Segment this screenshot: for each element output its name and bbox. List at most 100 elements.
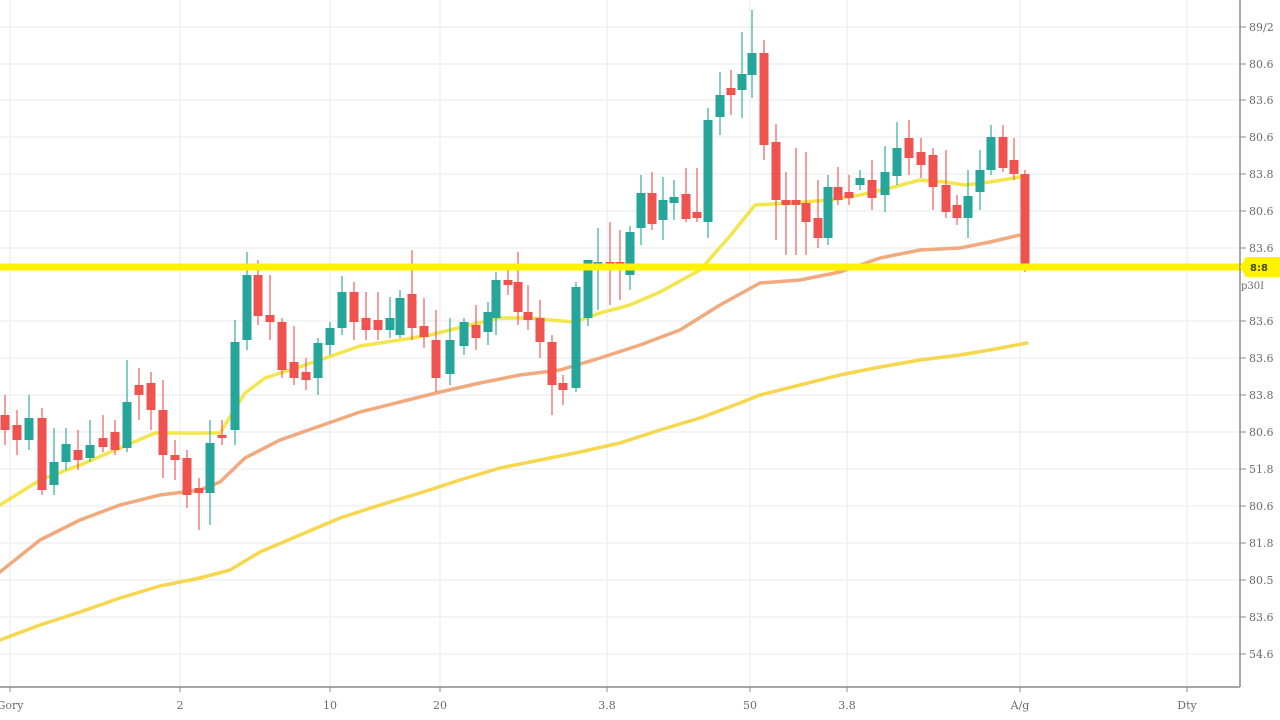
candle-body: [715, 95, 725, 117]
axes: [0, 0, 1241, 688]
candle-body: [759, 53, 769, 145]
candle-body: [781, 200, 791, 205]
candle: [61, 428, 71, 470]
candle: [85, 420, 95, 462]
candle: [801, 152, 811, 255]
candle: [110, 420, 120, 455]
candle: [759, 40, 769, 160]
candle-body: [791, 200, 801, 205]
candle: [277, 318, 287, 378]
x-axis[interactable]: Gory 2 10 20 3.8 50 3.8 A/g Dty: [0, 687, 1198, 712]
y-tick-label: 83.6: [1249, 94, 1274, 107]
candle: [715, 72, 725, 135]
candle-body: [647, 193, 657, 224]
candle-body: [801, 203, 811, 222]
candle: [737, 32, 747, 118]
candle: [986, 125, 996, 175]
y-axis[interactable]: 89/2 80.6 83.6 80.6 83.8 80.6 83.6 83.6 83.6 83.8…: [1240, 21, 1274, 661]
candle-body: [583, 260, 593, 318]
candle-body: [535, 318, 545, 342]
candle: [49, 428, 59, 495]
candle-body: [0, 415, 10, 430]
x-tick-label: 20: [433, 699, 447, 712]
candle: [1009, 138, 1019, 180]
candle-body: [182, 458, 192, 495]
y-tick-label: 81.8: [1249, 537, 1274, 550]
candle: [916, 138, 926, 178]
candle-body: [12, 425, 22, 440]
candle: [1020, 170, 1030, 272]
candle-body: [916, 152, 926, 165]
candle: [963, 170, 973, 238]
candle-body: [952, 205, 962, 218]
candle: [0, 395, 10, 445]
candle: [726, 70, 736, 115]
candle: [975, 150, 985, 210]
candle: [395, 290, 405, 338]
candle-body: [253, 275, 263, 316]
candle: [813, 180, 823, 248]
y-tick-label: 83.8: [1249, 389, 1274, 402]
candle-body: [158, 410, 168, 455]
candle-body: [658, 200, 668, 220]
candle-body: [928, 155, 938, 187]
candle: [571, 282, 581, 392]
candle-body: [445, 340, 455, 374]
candle: [681, 168, 691, 222]
candle: [385, 297, 395, 338]
candle-body: [85, 445, 95, 458]
candle-body: [771, 142, 781, 200]
candle-body: [880, 172, 890, 195]
candle-body: [975, 170, 985, 192]
candle-body: [194, 488, 204, 493]
candle: [253, 260, 263, 325]
candle: [658, 177, 668, 240]
candle: [98, 415, 108, 452]
y-tick-label: 80.6: [1249, 131, 1274, 144]
candle-body: [681, 194, 691, 219]
x-tick-label: 10: [323, 699, 337, 712]
candle-body: [737, 74, 747, 90]
y-tick-label: 54.6: [1249, 648, 1274, 661]
candle: [349, 282, 359, 340]
candle-body: [49, 462, 59, 485]
candle: [833, 167, 843, 205]
candle-body: [833, 187, 843, 200]
candle: [158, 380, 168, 478]
candle-body: [844, 192, 854, 198]
candle-body: [110, 432, 120, 450]
candle: [892, 122, 902, 185]
candle-body: [337, 292, 347, 328]
candle: [170, 440, 180, 480]
y-tick-label: 83.6: [1249, 315, 1274, 328]
candle: [24, 395, 34, 450]
candle: [325, 322, 335, 355]
candle: [431, 310, 441, 392]
x-tick-label: 50: [743, 699, 757, 712]
candle-body: [230, 342, 240, 430]
candle: [844, 175, 854, 205]
candle: [134, 368, 144, 420]
candle-body: [61, 444, 71, 462]
candle-body: [146, 383, 156, 410]
candle: [904, 120, 914, 175]
candle-body: [669, 197, 679, 203]
candle-body: [998, 137, 1008, 168]
candle-body: [277, 322, 287, 370]
y-tick-label: 80.6: [1249, 58, 1274, 71]
candle-body: [289, 362, 299, 378]
candle: [747, 10, 757, 98]
candle-body: [325, 328, 335, 345]
candle-body: [265, 315, 275, 322]
candle: [361, 292, 371, 340]
candle: [928, 148, 938, 210]
candle-body: [373, 320, 383, 330]
y-tick-label: 80.5: [1249, 574, 1274, 587]
x-tick-label: 3.8: [598, 699, 616, 712]
candle: [37, 408, 47, 495]
candle: [122, 360, 132, 452]
candle: [823, 175, 833, 245]
candle: [636, 175, 646, 245]
